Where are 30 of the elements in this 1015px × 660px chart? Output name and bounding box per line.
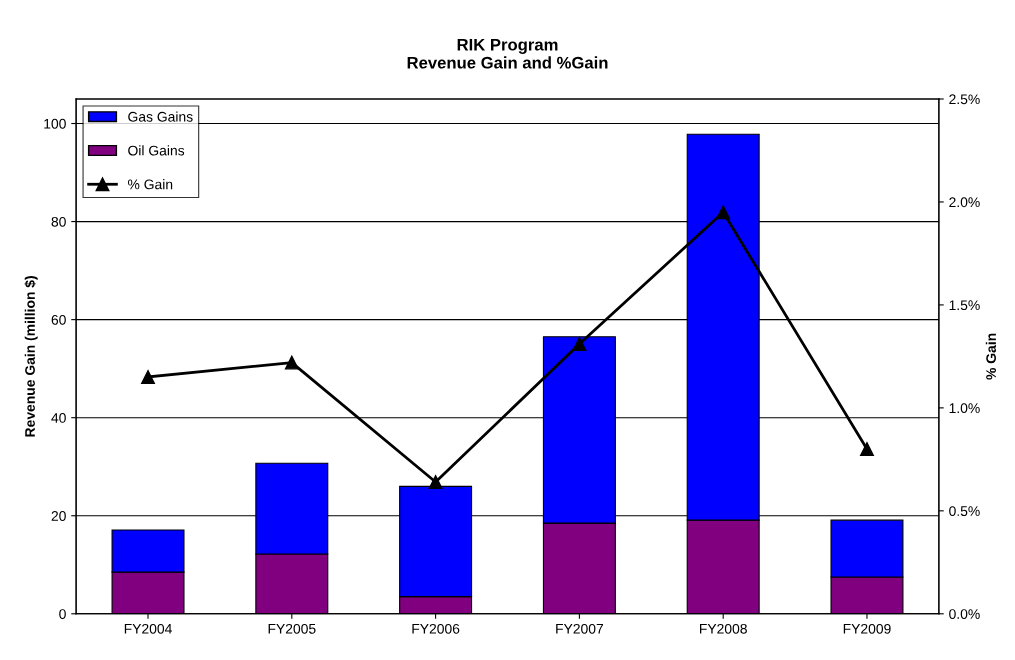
y2-tick-label: 2.0% (949, 197, 980, 208)
point (284, 355, 299, 370)
point (141, 370, 155, 384)
x-tick-label: FY2009 (843, 623, 891, 634)
y2-tick-label: 0.0% (949, 609, 980, 619)
y2-tick-label: 0.5% (949, 506, 980, 517)
point (716, 205, 731, 220)
point (428, 475, 443, 489)
y-tick-label: 0 (59, 609, 66, 619)
x-tick-label: FY2007 (556, 623, 604, 634)
legend-label: % Gain (128, 179, 173, 190)
y-tick-label: 20 (51, 511, 66, 521)
y2-tick-label: 1.0% (949, 403, 980, 414)
y-tick-label: 80 (51, 216, 66, 227)
y2-tick-label: 1.5% (949, 300, 980, 311)
y-axis-title: Revenue Gain (million $) (24, 276, 38, 437)
legend-label: Oil Gains (128, 145, 185, 156)
point (572, 337, 587, 351)
x-tick-label: FY2005 (268, 623, 316, 634)
y-tick-label: 40 (51, 413, 66, 423)
y-tick-label: 100 (44, 118, 66, 129)
x-tick-label: FY2004 (124, 623, 172, 634)
chart-title: RIK Program Revenue Gain and %Gain (407, 38, 608, 69)
point (860, 442, 874, 457)
legend-label: Gas Gains (128, 111, 193, 122)
y-tick-label: 60 (51, 314, 66, 325)
y2-axis-title: % Gain (985, 333, 997, 380)
y2-tick-label: 2.5% (949, 94, 980, 105)
x-tick-label: FY2008 (700, 623, 747, 634)
x-tick-label: FY2006 (412, 623, 460, 634)
